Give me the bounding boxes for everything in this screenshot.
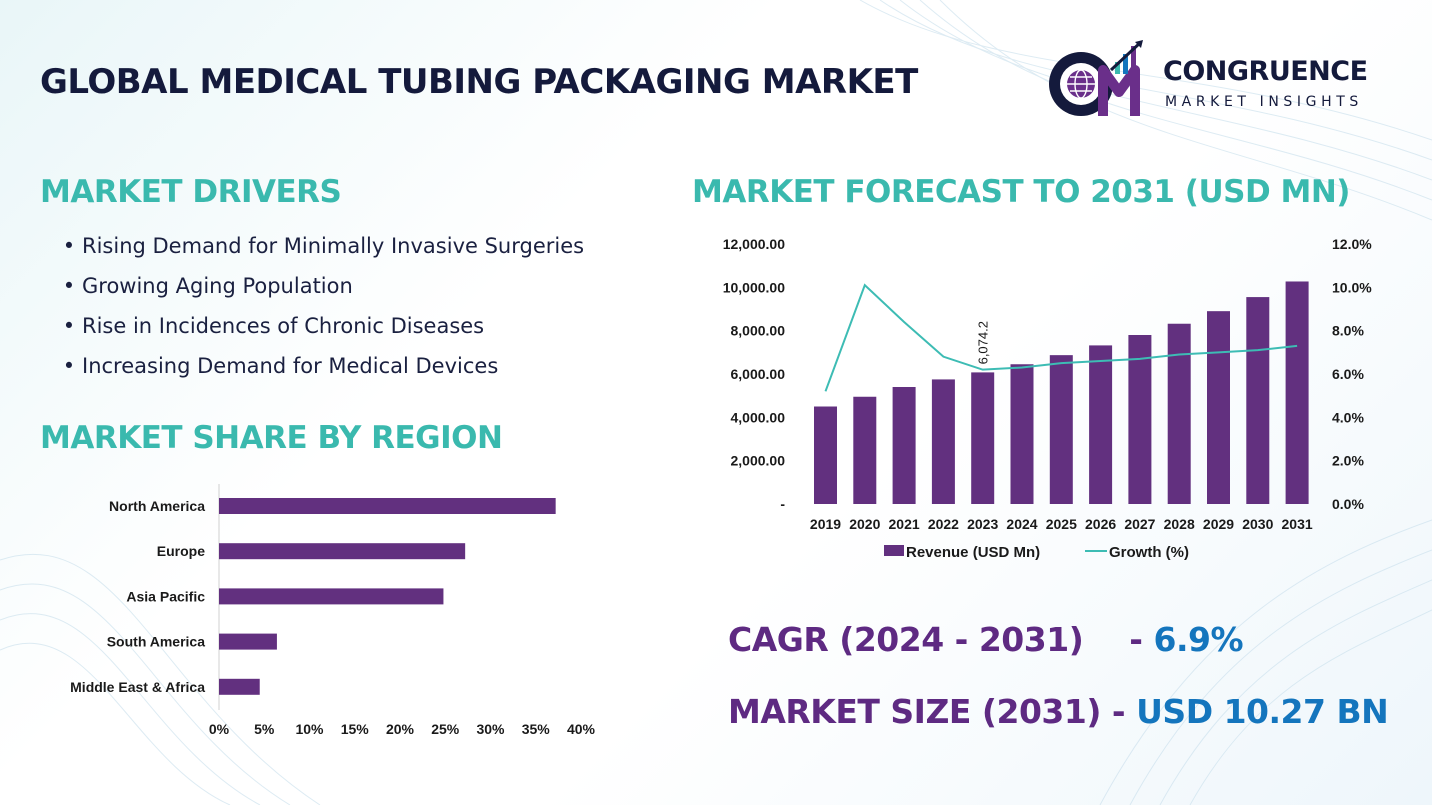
region-category-label: North America	[109, 498, 205, 514]
forecast-y-right-tick: 8.0%	[1332, 323, 1364, 339]
driver-item: Growing Aging Population	[56, 270, 584, 310]
drivers-heading: MARKET DRIVERS	[40, 174, 342, 210]
forecast-y-right-tick: 10.0%	[1332, 279, 1372, 295]
region-category-label: Middle East & Africa	[70, 679, 205, 695]
logo-name: CONGRUENCE	[1163, 56, 1368, 87]
region-bar	[219, 678, 260, 695]
region-bar	[219, 588, 444, 605]
legend-growth-label: Growth (%)	[1109, 544, 1189, 561]
cagr-value: 6.9%	[1153, 620, 1244, 659]
forecast-x-tick: 2022	[928, 516, 959, 532]
revenue-bar	[971, 372, 995, 504]
driver-item: Increasing Demand for Medical Devices	[56, 350, 584, 390]
forecast-x-tick: 2019	[810, 516, 841, 532]
region-category-label: South America	[107, 634, 205, 650]
cagr-label: CAGR (2024 - 2031)	[728, 620, 1084, 659]
driver-item: Rise in Incidences of Chronic Diseases	[56, 310, 584, 350]
forecast-x-tick: 2025	[1046, 516, 1077, 532]
forecast-x-tick: 2024	[1006, 516, 1037, 532]
growth-line	[824, 283, 1298, 392]
forecast-y-left-tick: 10,000.00	[723, 279, 785, 295]
revenue-bar	[814, 406, 837, 504]
region-x-tick: 25%	[431, 721, 460, 737]
forecast-x-tick: 2027	[1124, 516, 1155, 532]
region-x-tick: 35%	[522, 721, 551, 737]
forecast-heading: MARKET FORECAST TO 2031 (USD MN)	[692, 174, 1350, 210]
region-category-label: Europe	[157, 543, 205, 559]
market-size-value: USD 10.27 BN	[1136, 692, 1389, 731]
drivers-list: Rising Demand for Minimally Invasive Sur…	[56, 230, 584, 390]
driver-item: Rising Demand for Minimally Invasive Sur…	[56, 230, 584, 270]
revenue-bar	[931, 379, 955, 504]
region-x-tick: 10%	[295, 721, 324, 737]
cagr-stat: CAGR (2024 - 2031) - 6.9%	[728, 620, 1244, 659]
forecast-y-left-tick: 8,000.00	[731, 323, 786, 339]
region-x-tick: 15%	[341, 721, 370, 737]
region-x-tick: 40%	[567, 721, 596, 737]
region-x-tick: 30%	[476, 721, 505, 737]
forecast-y-left-tick: -	[780, 496, 785, 512]
region-x-tick: 5%	[254, 721, 275, 737]
revenue-bar	[1089, 345, 1113, 504]
revenue-bar	[1010, 364, 1034, 504]
forecast-y-right-tick: 0.0%	[1332, 496, 1364, 512]
revenue-bar	[1207, 311, 1230, 504]
forecast-y-left-tick: 4,000.00	[731, 409, 786, 425]
revenue-bar	[1128, 335, 1152, 504]
forecast-x-tick: 2021	[889, 516, 920, 532]
revenue-bar	[1246, 297, 1270, 504]
region-x-tick: 0%	[209, 721, 230, 737]
forecast-x-tick: 2026	[1085, 516, 1116, 532]
region-bar	[219, 633, 277, 650]
cagr-separator: -	[1129, 620, 1143, 659]
revenue-bar	[1167, 323, 1191, 504]
region-heading: MARKET SHARE BY REGION	[40, 420, 503, 456]
forecast-y-right-tick: 12.0%	[1332, 236, 1372, 252]
revenue-bar	[1285, 281, 1309, 504]
legend-revenue-label: Revenue (USD Mn)	[906, 544, 1040, 561]
logo-mark-icon	[1049, 40, 1143, 116]
region-category-label: Asia Pacific	[126, 588, 205, 604]
forecast-y-right-tick: 4.0%	[1332, 409, 1364, 425]
revenue-bar	[853, 396, 877, 504]
forecast-x-tick: 2028	[1164, 516, 1195, 532]
forecast-x-tick: 2030	[1242, 516, 1273, 532]
forecast-y-right-tick: 2.0%	[1332, 453, 1364, 469]
forecast-y-left-tick: 6,000.00	[731, 366, 786, 382]
market-size-label: MARKET SIZE (2031)	[728, 692, 1101, 731]
forecast-y-right-tick: 6.0%	[1332, 366, 1364, 382]
region-bar	[219, 498, 556, 514]
company-logo: CONGRUENCE MARKET INSIGHTS	[1045, 40, 1405, 120]
forecast-x-tick: 2023	[967, 516, 998, 532]
forecast-x-tick: 2029	[1203, 516, 1234, 532]
forecast-y-left-tick: 12,000.00	[723, 236, 785, 252]
region-bar	[219, 543, 466, 560]
region-x-tick: 20%	[386, 721, 415, 737]
forecast-x-tick: 2031	[1282, 516, 1313, 532]
revenue-bar	[892, 387, 916, 504]
market-size-stat: MARKET SIZE (2031) - USD 10.27 BN	[728, 692, 1389, 731]
forecast-y-left-tick: 2,000.00	[731, 453, 786, 469]
legend-revenue-swatch	[884, 545, 904, 556]
revenue-data-label: 6,074.2	[976, 321, 991, 364]
page-title: GLOBAL MEDICAL TUBING PACKAGING MARKET	[40, 62, 918, 102]
revenue-bar	[1049, 355, 1073, 504]
logo-tagline: MARKET INSIGHTS	[1165, 94, 1363, 110]
forecast-x-tick: 2020	[849, 516, 880, 532]
market-size-separator: -	[1111, 692, 1126, 731]
